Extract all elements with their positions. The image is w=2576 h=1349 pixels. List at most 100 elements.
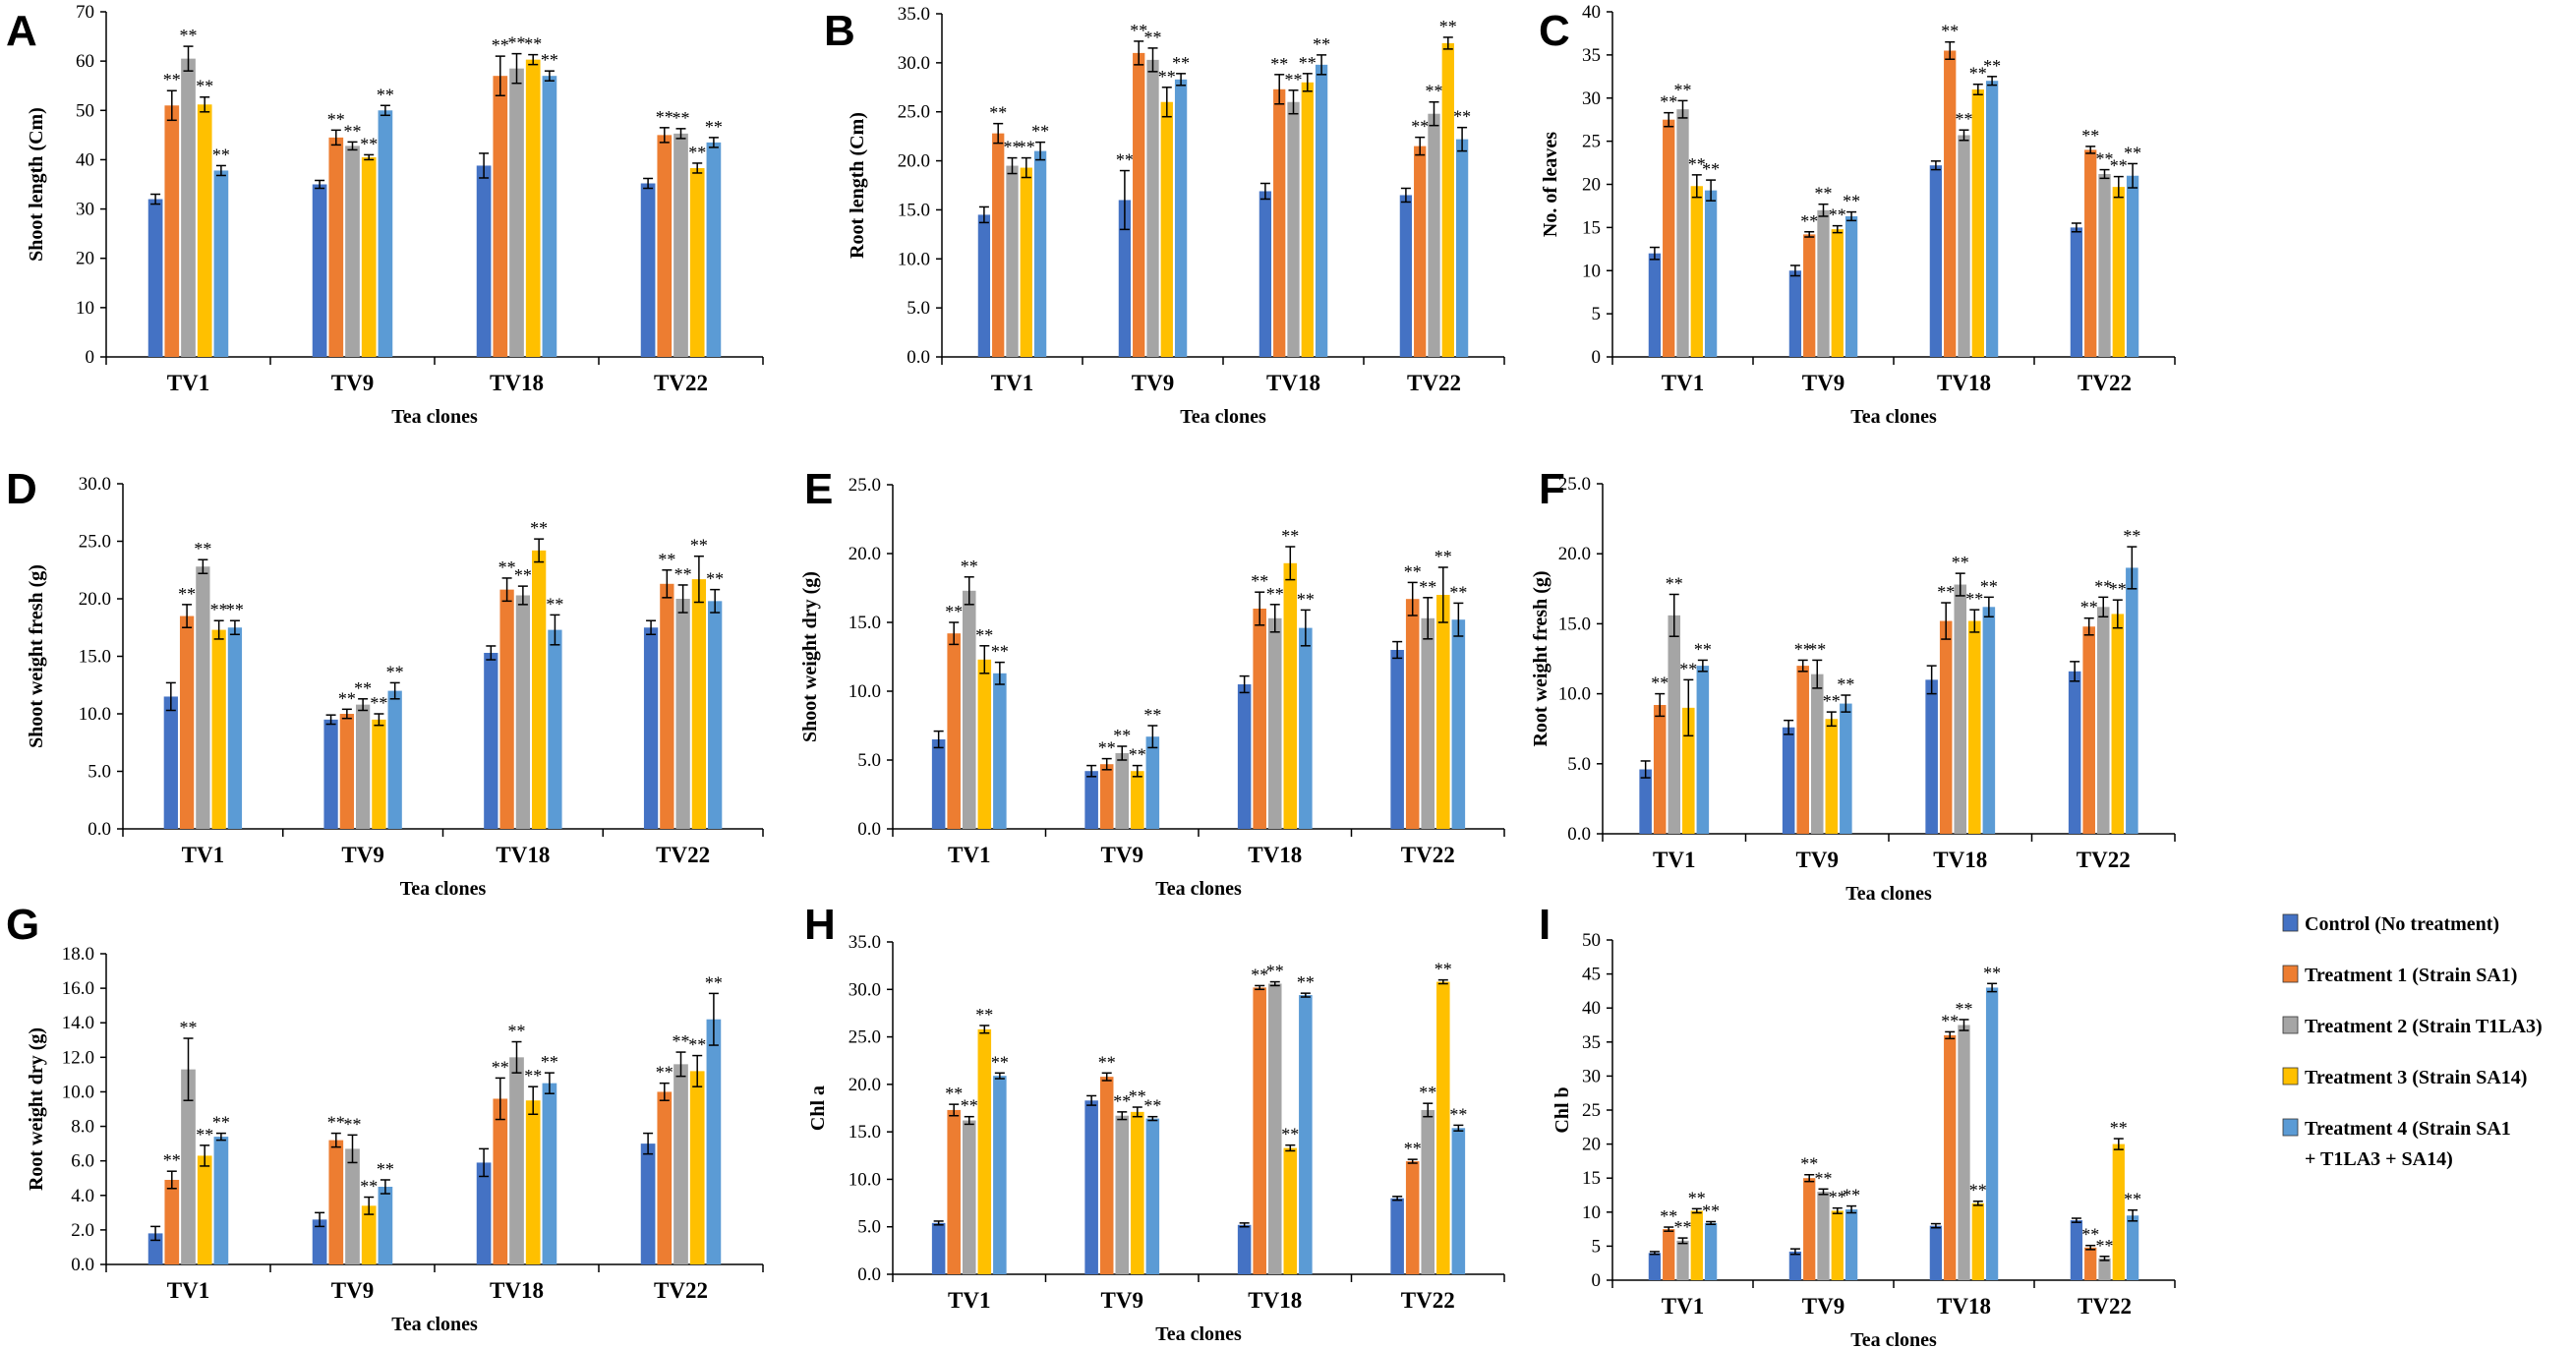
significance-label: ** (674, 564, 692, 584)
panel-letter: B (824, 7, 855, 55)
significance-label: ** (2110, 1118, 2128, 1138)
y-tick-label: 15.0 (79, 647, 111, 668)
bar (1020, 167, 1032, 357)
bar (2126, 175, 2139, 357)
chart-panel-b: B 0.0 5.0 10.0 15.0 20.0 25.0 30.0 35.0 TV1 TV9 TV1… (824, 4, 1505, 428)
x-tick-label: TV9 (1101, 1288, 1143, 1313)
bar (1267, 983, 1282, 1274)
significance-label: ** (541, 1052, 558, 1072)
bar (657, 135, 673, 357)
significance-label: ** (991, 1052, 1009, 1072)
y-tick-label: 30 (76, 200, 94, 220)
bar (1668, 615, 1681, 834)
legend-item: Treatment 2 (Strain T1LA3) (2282, 1016, 2543, 1037)
y-tick-label: 35.0 (849, 932, 881, 953)
significance-label: ** (338, 688, 356, 708)
x-tick-label: TV9 (331, 1278, 374, 1303)
significance-label: ** (945, 1084, 963, 1103)
significance-label: ** (1113, 1091, 1131, 1111)
bar (1788, 1251, 1802, 1280)
bar (345, 1148, 360, 1264)
significance-label: ** (1004, 138, 1022, 157)
significance-label: ** (1266, 962, 1284, 981)
significance-label: ** (163, 70, 181, 89)
significance-label: ** (1172, 53, 1190, 73)
bar (947, 633, 961, 829)
significance-label: ** (514, 565, 532, 585)
y-tick-label: 70 (76, 2, 94, 23)
bar (1115, 753, 1130, 829)
bar (1704, 190, 1718, 357)
significance-label: ** (1285, 70, 1303, 89)
bar (2070, 1220, 2083, 1280)
bar (1299, 627, 1313, 829)
x-tick-label: TV1 (948, 1288, 990, 1313)
bar (706, 1019, 722, 1264)
significance-label: ** (1702, 159, 1720, 179)
y-tick-label: 5.0 (907, 298, 930, 319)
bar (1299, 995, 1313, 1274)
significance-label: ** (1297, 972, 1315, 992)
x-axis-title: Tea clones (1155, 878, 1242, 900)
x-tick-label: TV18 (490, 1278, 544, 1303)
x-tick-label: TV18 (1248, 1288, 1302, 1313)
bar (1929, 1225, 1943, 1280)
bar (1131, 1111, 1144, 1274)
bar (977, 214, 991, 357)
legend-label: Treatment 4 (Strain SA1 (2305, 1118, 2511, 1140)
x-axis-title: Tea clones (1850, 1329, 1937, 1349)
significance-label: ** (492, 1057, 509, 1077)
bar (947, 1109, 961, 1274)
bar (2098, 173, 2111, 357)
bar (1982, 607, 1996, 834)
bar (691, 579, 707, 829)
x-tick-label: TV18 (1266, 371, 1320, 395)
bar (476, 165, 492, 357)
x-axis-title: Tea clones (1155, 1323, 1242, 1345)
bar (532, 550, 547, 829)
y-tick-label: 20 (1582, 1135, 1601, 1155)
significance-label: ** (2124, 143, 2141, 162)
significance-label: ** (688, 1035, 706, 1055)
legend-swatch (2282, 965, 2299, 983)
bar (1831, 1210, 1844, 1280)
bar (1939, 620, 1953, 834)
bar (1145, 1118, 1160, 1274)
bar (1390, 650, 1404, 829)
significance-label: ** (1956, 109, 1973, 129)
significance-label: ** (180, 1018, 198, 1037)
significance-label: ** (1158, 67, 1176, 87)
y-tick-label: 30.0 (898, 53, 930, 74)
significance-label: ** (1651, 674, 1669, 693)
bar (706, 142, 722, 357)
significance-label: ** (1098, 1052, 1116, 1072)
bar (1253, 609, 1266, 829)
significance-label: ** (975, 625, 993, 645)
y-tick-label: 15.0 (849, 613, 881, 633)
bar (1451, 619, 1466, 829)
x-tick-label: TV22 (2077, 848, 2131, 872)
bar (1405, 1161, 1420, 1274)
significance-label: ** (2081, 1225, 2099, 1245)
y-tick-label: 18.0 (62, 944, 94, 965)
bar (2068, 671, 2081, 834)
x-tick-label: TV9 (1101, 843, 1143, 867)
y-tick-label: 15.0 (898, 200, 930, 220)
significance-label: ** (1129, 1086, 1146, 1106)
significance-label: ** (1815, 184, 1833, 204)
bar (312, 184, 327, 357)
y-tick-label: 25.0 (79, 532, 111, 553)
y-axis-title: Shoot weight dry (g) (799, 571, 821, 742)
y-tick-label: 10.0 (79, 704, 111, 725)
bar (1810, 674, 1824, 834)
bar (476, 1162, 492, 1264)
bar (1115, 1115, 1130, 1274)
bar (1099, 1077, 1114, 1274)
significance-label: ** (1660, 1206, 1677, 1226)
legend-swatch (2282, 1067, 2299, 1085)
significance-label: ** (2109, 579, 2127, 599)
bar (542, 1083, 557, 1264)
significance-label: ** (1843, 192, 1860, 211)
